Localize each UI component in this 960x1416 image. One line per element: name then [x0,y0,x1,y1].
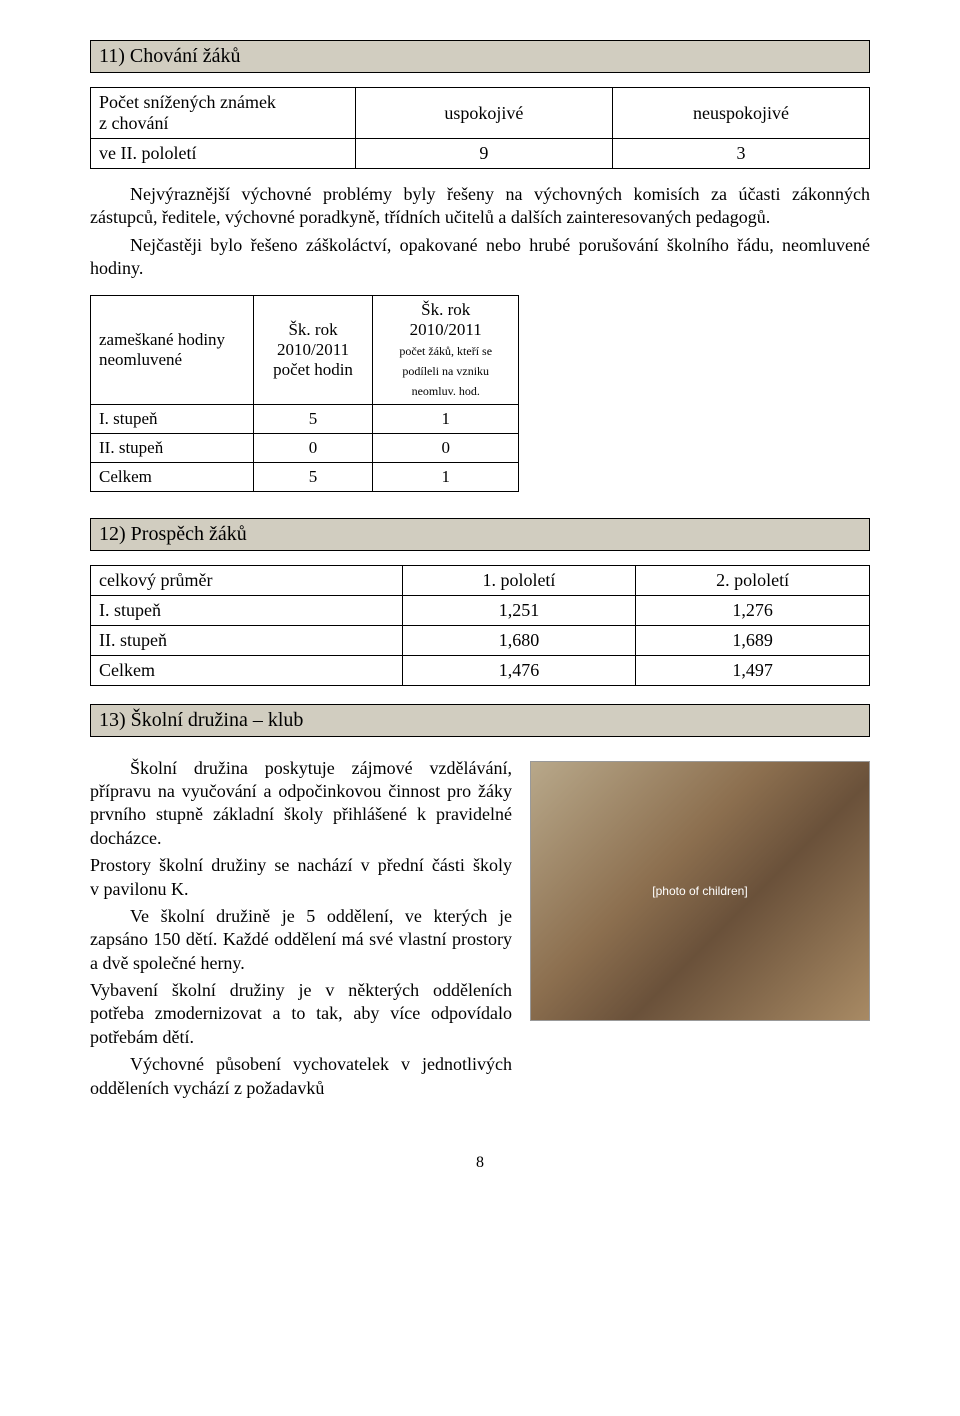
cell: Počet snížených známek z chování [91,88,356,139]
cell: 5 [253,404,373,433]
cell: celkový průměr [91,565,403,595]
section-13-header: 13) Školní družina – klub [90,704,870,737]
cell: ve II. pololetí [91,139,356,169]
table-row: celkový průměr 1. pololetí 2. pololetí [91,565,870,595]
cell: 1 [373,404,519,433]
cell: 2. pololetí [636,565,870,595]
table-row: Počet snížených známek z chování uspokoj… [91,88,870,139]
grades-average-table: celkový průměr 1. pololetí 2. pololetí I… [90,565,870,686]
behavior-grades-table: Počet snížených známek z chování uspokoj… [90,87,870,169]
cell: Celkem [91,655,403,685]
cell: Šk. rok 2010/2011 počet hodin [253,295,373,404]
cell: 1,680 [402,625,636,655]
cell: 1. pololetí [402,565,636,595]
text-column: Školní družina poskytuje zájmové vzděláv… [90,751,512,1114]
children-photo: [photo of children] [530,761,870,1021]
table-row: I. stupeň 1,251 1,276 [91,595,870,625]
missed-hours-table: zameškané hodiny neomluvené Šk. rok 2010… [90,295,519,492]
paragraph: Vybavení školní družiny je v některých o… [90,979,512,1049]
cell: 1,251 [402,595,636,625]
table-row: II. stupeň 0 0 [91,433,519,462]
cell: II. stupeň [91,433,254,462]
cell: I. stupeň [91,595,403,625]
section-11-header: 11) Chování žáků [90,40,870,73]
paragraph: Výchovné působení vychovatelek v jednotl… [90,1053,512,1100]
cell: uspokojivé [355,88,612,139]
table-row: zameškané hodiny neomluvené Šk. rok 2010… [91,295,519,404]
image-column: [photo of children] [530,751,870,1021]
paragraph: Nejčastěji bylo řešeno záškoláctví, opak… [90,234,870,281]
table-row: II. stupeň 1,680 1,689 [91,625,870,655]
cell: Šk. rok 2010/2011 počet žáků, kteří se p… [373,295,519,404]
paragraph: Nejvýraznější výchovné problémy byly řeš… [90,183,870,230]
cell: I. stupeň [91,404,254,433]
page-number: 8 [90,1154,870,1172]
cell: 5 [253,462,373,491]
cell: 0 [253,433,373,462]
section-12-header: 12) Prospěch žáků [90,518,870,551]
cell: Celkem [91,462,254,491]
cell: 1,276 [636,595,870,625]
cell: zameškané hodiny neomluvené [91,295,254,404]
paragraph: Ve školní družině je 5 oddělení, ve kter… [90,905,512,975]
cell: II. stupeň [91,625,403,655]
table-row: I. stupeň 5 1 [91,404,519,433]
cell: 1,476 [402,655,636,685]
table-row: Celkem 5 1 [91,462,519,491]
table-row: ve II. pololetí 9 3 [91,139,870,169]
paragraph: Prostory školní družiny se nachází v pře… [90,854,512,901]
cell: 3 [612,139,869,169]
cell: 1 [373,462,519,491]
cell: 9 [355,139,612,169]
cell: 1,497 [636,655,870,685]
table-row: Celkem 1,476 1,497 [91,655,870,685]
cell: 1,689 [636,625,870,655]
paragraph: Školní družina poskytuje zájmové vzděláv… [90,757,512,851]
cell: neuspokojivé [612,88,869,139]
page-content: 11) Chování žáků Počet snížených známek … [0,0,960,1212]
two-column-layout: Školní družina poskytuje zájmové vzděláv… [90,751,870,1114]
cell: 0 [373,433,519,462]
